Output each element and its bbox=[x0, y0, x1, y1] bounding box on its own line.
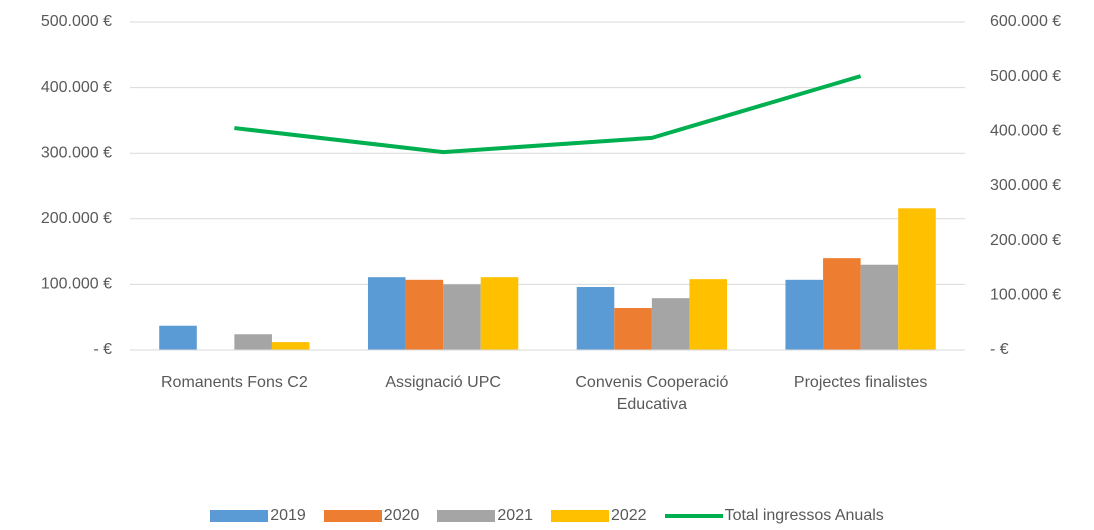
y-tick-label: 200.000 € bbox=[41, 210, 112, 227]
legend-swatch bbox=[210, 510, 269, 522]
bar bbox=[651, 298, 690, 350]
y2-tick-label: 500.000 € bbox=[990, 68, 1061, 85]
legend-label: Total ingressos Anuals bbox=[724, 507, 884, 524]
y2-tick-label: 400.000 € bbox=[990, 123, 1061, 140]
bar bbox=[480, 277, 519, 350]
legend-swatch bbox=[550, 510, 609, 522]
bar bbox=[271, 342, 310, 350]
bar bbox=[785, 279, 824, 350]
legend-item: Total ingressos Anuals bbox=[664, 507, 884, 525]
bar bbox=[405, 279, 444, 350]
y-tick-label: 400.000 € bbox=[41, 79, 112, 96]
y2-tick-label: - € bbox=[990, 341, 1009, 358]
line bbox=[234, 74, 862, 155]
x-tick-label: Romanents Fons C2 bbox=[161, 374, 308, 391]
legend-label: 2022 bbox=[610, 507, 647, 524]
x-tick-label: Convenis Cooperació Educativa bbox=[575, 374, 729, 413]
y2-tick-label: 300.000 € bbox=[990, 177, 1061, 194]
legend-label: 2020 bbox=[383, 507, 420, 524]
y2-tick-label: 200.000 € bbox=[990, 232, 1061, 249]
bar bbox=[159, 325, 197, 350]
legend-label: 2021 bbox=[497, 507, 533, 524]
bar bbox=[367, 277, 406, 350]
bar bbox=[860, 264, 899, 350]
bar bbox=[898, 208, 936, 350]
legend-swatch bbox=[437, 510, 496, 522]
y2-tick-label: 600.000 € bbox=[990, 13, 1061, 30]
legend-swatch bbox=[323, 510, 382, 522]
y-tick-label: - € bbox=[93, 341, 112, 358]
bar bbox=[443, 284, 481, 350]
y-tick-label: 300.000 € bbox=[41, 144, 112, 161]
x-tick-label: Projectes finalistes bbox=[793, 374, 928, 391]
y2-tick-label: 100.000 € bbox=[990, 287, 1061, 304]
bar bbox=[614, 308, 652, 350]
bar bbox=[823, 258, 861, 350]
legend-item: 2019 bbox=[210, 507, 306, 525]
legend-item: 2021 bbox=[437, 507, 533, 525]
bar bbox=[689, 279, 728, 350]
y-tick-label: 100.000 € bbox=[41, 276, 112, 293]
legend-item: 2020 bbox=[323, 507, 420, 525]
bar bbox=[234, 334, 272, 350]
y-tick-label: 500.000 € bbox=[41, 13, 112, 30]
legend-label: 2019 bbox=[270, 507, 306, 524]
bar bbox=[576, 287, 615, 350]
legend-item: 2022 bbox=[550, 507, 647, 525]
x-tick-label: Assignació UPC bbox=[385, 374, 501, 391]
legend-swatch bbox=[664, 514, 723, 518]
legend: 2019 2020 2021 2022 Total ingressos Anuals bbox=[0, 507, 1094, 525]
